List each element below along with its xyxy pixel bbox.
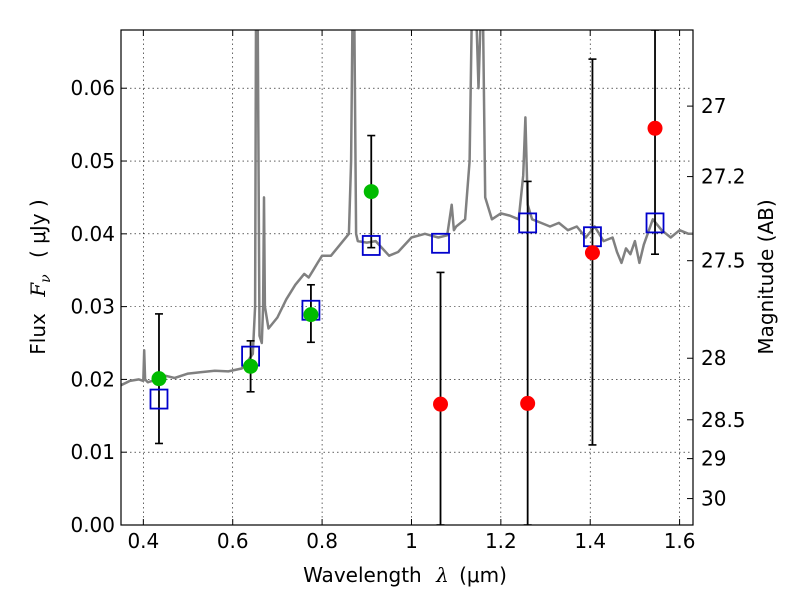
model-band-square <box>431 232 450 254</box>
x-tick-label: 1.4 <box>574 529 606 553</box>
y-tick-label: 0.02 <box>70 367 115 391</box>
y-tick-label: 0.03 <box>70 295 115 319</box>
observed-point-detected <box>243 358 259 374</box>
observed-markers <box>151 120 663 412</box>
y2-tick-label: 27.5 <box>701 249 746 273</box>
y2-tick-label: 28 <box>701 346 726 370</box>
observed-point-detected <box>151 371 167 387</box>
axis-ticks: 0.4 0.6 0.8 1 1.2 1.4 1.6 0.00 0.01 0.02 0.03 0.04 0… <box>70 30 746 553</box>
y2-tick-label: 28.5 <box>701 408 746 432</box>
y2-axis-label: Magnitude (AB) <box>754 199 778 354</box>
x-tick-label: 0.8 <box>306 529 338 553</box>
observed-point-undetected <box>433 396 449 412</box>
observed-point-detected <box>303 307 319 323</box>
y-tick-label: 0.05 <box>70 149 115 173</box>
observed-point-undetected <box>584 245 600 261</box>
model-band-square <box>645 212 665 234</box>
x-tick-label: 0.4 <box>127 529 159 553</box>
x-tick-label: 1.2 <box>485 529 517 553</box>
plot-frame <box>120 29 694 526</box>
model-band-square <box>518 212 538 234</box>
model-spectrum <box>121 30 693 387</box>
model-band-square <box>361 235 381 256</box>
observed-point-detected <box>363 184 379 200</box>
y2-tick-label: 27 <box>701 94 726 118</box>
grid <box>121 30 693 526</box>
x-tick-label: 1 <box>405 529 418 553</box>
y-tick-label: 0.00 <box>70 513 115 537</box>
observed-point-undetected <box>647 120 663 136</box>
y-tick-label: 0.01 <box>70 440 115 464</box>
x-tick-label: 1.6 <box>664 529 696 553</box>
y-axis-label: Flux Fν ( μJy ) <box>26 199 55 354</box>
y2-tick-label: 27.2 <box>701 165 746 189</box>
x-axis-label: Wavelength λ (μm) <box>303 563 507 587</box>
observed-point-undetected <box>520 395 536 411</box>
error-bars <box>154 30 660 525</box>
model-spectrum-line <box>121 30 693 387</box>
y-tick-label: 0.06 <box>70 76 115 100</box>
y-tick-label: 0.04 <box>70 222 115 246</box>
model-band-square <box>149 388 169 410</box>
y2-tick-label: 30 <box>701 487 726 511</box>
x-tick-label: 0.6 <box>217 529 249 553</box>
y2-tick-label: 29 <box>701 447 726 471</box>
